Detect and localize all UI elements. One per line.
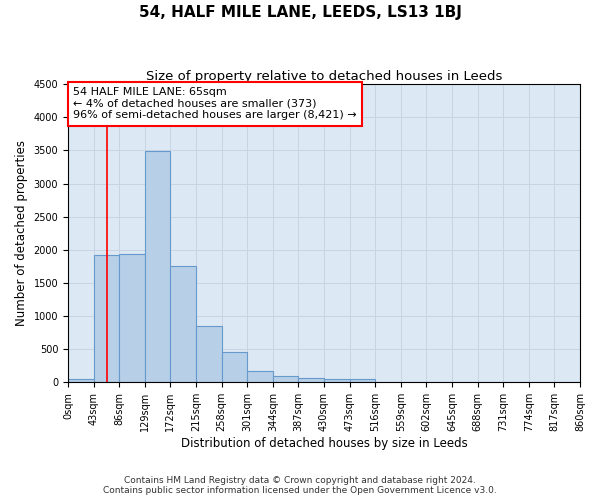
Bar xyxy=(119,254,145,382)
Bar xyxy=(273,376,298,382)
Bar xyxy=(196,326,221,382)
Bar xyxy=(350,379,375,382)
Text: 54 HALF MILE LANE: 65sqm
← 4% of detached houses are smaller (373)
96% of semi-d: 54 HALF MILE LANE: 65sqm ← 4% of detache… xyxy=(73,87,357,120)
Y-axis label: Number of detached properties: Number of detached properties xyxy=(15,140,28,326)
Title: Size of property relative to detached houses in Leeds: Size of property relative to detached ho… xyxy=(146,70,502,83)
Bar xyxy=(324,379,350,382)
X-axis label: Distribution of detached houses by size in Leeds: Distribution of detached houses by size … xyxy=(181,437,467,450)
Bar xyxy=(247,371,273,382)
Bar xyxy=(145,151,170,382)
Text: 54, HALF MILE LANE, LEEDS, LS13 1BJ: 54, HALF MILE LANE, LEEDS, LS13 1BJ xyxy=(139,5,461,20)
Bar xyxy=(170,266,196,382)
Text: Contains HM Land Registry data © Crown copyright and database right 2024.
Contai: Contains HM Land Registry data © Crown c… xyxy=(103,476,497,495)
Bar xyxy=(298,378,324,382)
Bar xyxy=(221,352,247,382)
Bar xyxy=(94,255,119,382)
Bar xyxy=(68,379,94,382)
